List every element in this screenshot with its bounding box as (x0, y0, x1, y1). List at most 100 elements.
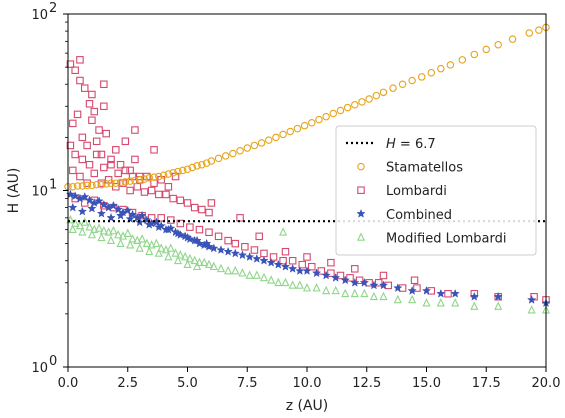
data-point (108, 200, 119, 210)
data-point (164, 251, 173, 261)
data-point (237, 250, 248, 260)
data-point (68, 224, 77, 234)
data-point (69, 183, 77, 191)
data-point (66, 60, 75, 68)
data-point (113, 204, 123, 214)
data-point (133, 235, 142, 244)
data-point (243, 144, 252, 152)
data-point (78, 227, 87, 236)
data-point (374, 279, 383, 287)
data-point (421, 285, 432, 295)
data-point (145, 246, 154, 256)
data-point (176, 219, 185, 228)
data-point (77, 206, 87, 216)
data-point (369, 291, 378, 301)
data-point (303, 253, 311, 261)
data-point (176, 250, 185, 259)
data-point (198, 205, 206, 214)
data-point (281, 277, 290, 287)
data-point (80, 84, 89, 92)
data-point (350, 288, 359, 298)
data-point (359, 277, 370, 287)
data-point (350, 277, 360, 287)
data-point (508, 35, 517, 43)
data-point (230, 248, 240, 258)
data-point (355, 276, 364, 285)
data-point (238, 268, 247, 277)
data-point (173, 228, 183, 238)
data-point (73, 110, 82, 119)
legend-marker (356, 208, 366, 218)
data-point (95, 126, 103, 134)
data-point (76, 76, 84, 85)
data-point (379, 291, 388, 301)
data-point (100, 80, 108, 88)
data-point (343, 103, 352, 112)
data-point (470, 50, 479, 59)
data-point (224, 265, 233, 275)
data-point (126, 166, 134, 175)
data-point (83, 141, 91, 150)
data-point (205, 208, 213, 217)
data-point (311, 268, 322, 278)
data-point (121, 137, 130, 146)
data-point (99, 199, 109, 209)
data-point (115, 210, 126, 220)
data-point (322, 112, 330, 121)
data-point (417, 73, 426, 81)
data-point (164, 170, 173, 178)
data-point (183, 199, 192, 207)
data-point (116, 178, 125, 187)
data-point (159, 171, 168, 180)
data-point (123, 205, 133, 215)
data-point (142, 238, 151, 247)
data-point (446, 61, 455, 69)
data-point (150, 173, 158, 181)
data-point (269, 253, 278, 261)
data-point (69, 119, 77, 128)
data-point (99, 225, 108, 235)
data-point (369, 280, 379, 290)
data-point (138, 234, 147, 243)
data-point (142, 215, 152, 225)
data-point (167, 216, 175, 224)
series-modified-lombardi (66, 215, 551, 314)
legend-label: Combined (386, 208, 452, 223)
data-point (295, 280, 304, 289)
data-point (66, 141, 75, 150)
data-point (182, 232, 193, 242)
data-point (92, 180, 101, 189)
data-point (94, 223, 104, 232)
data-point (106, 235, 116, 244)
data-point (169, 194, 177, 203)
data-point (236, 214, 244, 222)
data-point (96, 208, 107, 218)
data-point (365, 95, 373, 103)
data-point (322, 285, 331, 295)
data-point (221, 152, 230, 160)
data-point (436, 288, 446, 298)
data-point (157, 243, 166, 252)
data-point (90, 107, 99, 116)
data-point (527, 294, 537, 304)
data-point (161, 244, 171, 254)
data-point (76, 56, 84, 64)
legend-marker (357, 186, 365, 194)
legend-marker (356, 232, 366, 241)
data-point (150, 179, 158, 187)
data-point (288, 280, 297, 289)
data-point (78, 182, 87, 190)
data-point (279, 256, 287, 265)
data-point (71, 218, 80, 227)
data-point (229, 149, 237, 158)
data-point (469, 291, 479, 301)
data-point (137, 210, 147, 220)
data-point (131, 126, 139, 134)
data-point (279, 130, 287, 139)
data-point (209, 243, 219, 253)
data-point (200, 257, 209, 267)
data-point (90, 169, 99, 178)
data-point (126, 186, 134, 195)
legend-label-value: = 6.7 (396, 137, 436, 152)
data-point (102, 180, 110, 188)
